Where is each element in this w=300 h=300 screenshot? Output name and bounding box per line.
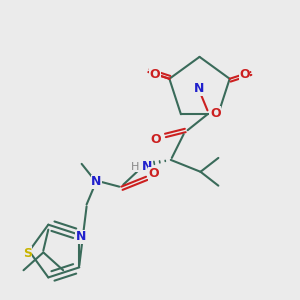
Text: N: N bbox=[76, 230, 86, 243]
Text: N: N bbox=[194, 82, 205, 95]
Text: S: S bbox=[22, 247, 32, 260]
Text: N: N bbox=[142, 160, 152, 173]
Text: N: N bbox=[91, 175, 102, 188]
Text: O: O bbox=[149, 167, 159, 180]
Text: O: O bbox=[210, 107, 221, 120]
Text: H: H bbox=[131, 162, 139, 172]
Text: O: O bbox=[239, 68, 250, 80]
Text: O: O bbox=[149, 68, 160, 80]
Text: O: O bbox=[151, 133, 161, 146]
